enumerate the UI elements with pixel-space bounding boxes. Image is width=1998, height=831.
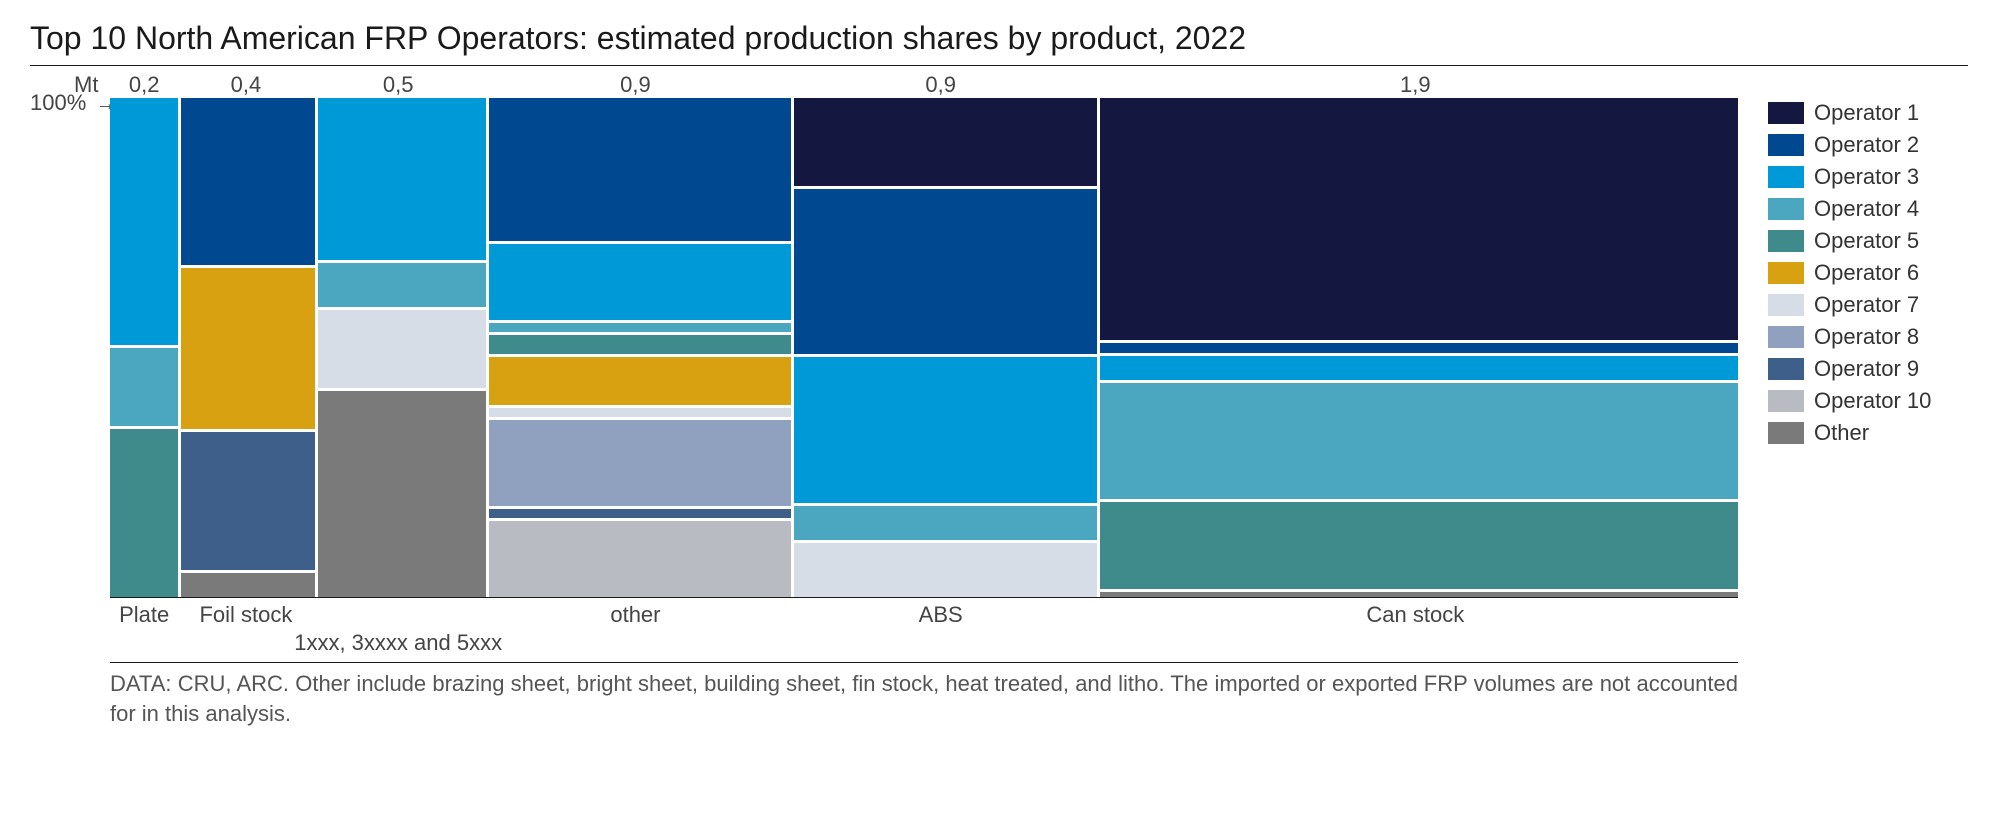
segment bbox=[489, 98, 792, 241]
legend-label: Operator 1 bbox=[1814, 100, 1919, 126]
legend-label: Operator 2 bbox=[1814, 132, 1919, 158]
mt-value: 0,5 bbox=[383, 72, 414, 98]
legend-swatch bbox=[1768, 294, 1804, 316]
chart-area: Mt 0,20,40,50,90,91,9 PlateFoil stock1xx… bbox=[110, 72, 1738, 750]
legend-item: Operator 6 bbox=[1768, 260, 1968, 286]
legend-item: Operator 1 bbox=[1768, 100, 1968, 126]
segment bbox=[110, 98, 178, 345]
legend-label: Operator 7 bbox=[1814, 292, 1919, 318]
column-foilstock bbox=[181, 98, 315, 597]
column-canstock bbox=[1100, 98, 1738, 597]
legend-swatch bbox=[1768, 134, 1804, 156]
segment bbox=[794, 98, 1097, 186]
footnote: DATA: CRU, ARC. Other include brazing sh… bbox=[110, 669, 1738, 728]
x-label: Plate bbox=[119, 602, 169, 628]
legend-label: Operator 8 bbox=[1814, 324, 1919, 350]
legend-item: Operator 4 bbox=[1768, 196, 1968, 222]
segment bbox=[1100, 383, 1738, 499]
segment bbox=[1100, 356, 1738, 380]
segment bbox=[489, 521, 792, 597]
mt-value: 1,9 bbox=[1400, 72, 1431, 98]
segment bbox=[181, 98, 315, 265]
column-other bbox=[489, 98, 792, 597]
segment bbox=[181, 573, 315, 597]
x-label: 1xxx, 3xxxx and 5xxx bbox=[294, 630, 502, 656]
legend-item: Operator 7 bbox=[1768, 292, 1968, 318]
segment bbox=[110, 348, 178, 427]
segment bbox=[318, 263, 486, 307]
x-label: Foil stock bbox=[199, 602, 292, 628]
mt-value: 0,4 bbox=[231, 72, 262, 98]
footer-divider bbox=[110, 662, 1738, 663]
legend-item: Operator 10 bbox=[1768, 388, 1968, 414]
legend-label: Operator 5 bbox=[1814, 228, 1919, 254]
segment bbox=[489, 244, 792, 320]
legend-swatch bbox=[1768, 326, 1804, 348]
x-label: other bbox=[610, 602, 660, 628]
segment bbox=[1100, 343, 1738, 353]
segment bbox=[794, 506, 1097, 540]
segment bbox=[318, 391, 486, 597]
segment bbox=[181, 432, 315, 569]
legend-item: Operator 9 bbox=[1768, 356, 1968, 382]
mt-value: 0,2 bbox=[129, 72, 160, 98]
legend-label: Operator 10 bbox=[1814, 388, 1931, 414]
legend-item: Operator 8 bbox=[1768, 324, 1968, 350]
x-label: Can stock bbox=[1366, 602, 1464, 628]
column-series bbox=[318, 98, 486, 597]
column-abs bbox=[794, 98, 1097, 597]
legend-swatch bbox=[1768, 102, 1804, 124]
mt-row: Mt 0,20,40,50,90,91,9 bbox=[110, 72, 1738, 98]
legend-label: Other bbox=[1814, 420, 1869, 446]
legend-swatch bbox=[1768, 198, 1804, 220]
legend-label: Operator 3 bbox=[1814, 164, 1919, 190]
segment bbox=[318, 310, 486, 388]
segment bbox=[489, 509, 792, 518]
column-plate bbox=[110, 98, 178, 597]
x-axis: Plate Foil stock1xxx, 3xxxx and 5xxx other… bbox=[110, 598, 1738, 662]
segment bbox=[489, 408, 792, 417]
chart-title: Top 10 North American FRP Operators: est… bbox=[30, 20, 1968, 61]
segment bbox=[1100, 98, 1738, 340]
legend-item: Operator 2 bbox=[1768, 132, 1968, 158]
segment bbox=[794, 189, 1097, 355]
legend-swatch bbox=[1768, 390, 1804, 412]
legend-item: Other bbox=[1768, 420, 1968, 446]
segment bbox=[110, 429, 178, 597]
y-axis-label: 100% → bbox=[30, 90, 116, 116]
legend-label: Operator 9 bbox=[1814, 356, 1919, 382]
segment bbox=[1100, 592, 1738, 597]
legend-item: Operator 5 bbox=[1768, 228, 1968, 254]
legend-swatch bbox=[1768, 358, 1804, 380]
mt-prefix: Mt bbox=[74, 72, 98, 98]
mt-value: 0,9 bbox=[925, 72, 956, 98]
segment bbox=[181, 268, 315, 430]
legend-swatch bbox=[1768, 230, 1804, 252]
mt-value: 0,9 bbox=[620, 72, 651, 98]
segment bbox=[318, 98, 486, 260]
x-label: ABS bbox=[919, 602, 963, 628]
chart-wrap: 100% → Mt 0,2 0,4 0,5 0,9 0,9 1,9 Plate Foil s… bbox=[30, 66, 1968, 750]
segment bbox=[1100, 502, 1738, 589]
legend-swatch bbox=[1768, 166, 1804, 188]
segment bbox=[794, 357, 1097, 503]
segment bbox=[794, 543, 1097, 597]
legend-label: Operator 4 bbox=[1814, 196, 1919, 222]
segment bbox=[489, 335, 792, 354]
segment bbox=[489, 357, 792, 405]
marimekko-columns bbox=[110, 98, 1738, 598]
legend: Operator 1 Operator 2 Operator 3 Operator 4… bbox=[1768, 72, 1968, 750]
legend-item: Operator 3 bbox=[1768, 164, 1968, 190]
legend-swatch bbox=[1768, 422, 1804, 444]
legend-swatch bbox=[1768, 262, 1804, 284]
segment bbox=[489, 420, 792, 506]
segment bbox=[489, 323, 792, 332]
legend-label: Operator 6 bbox=[1814, 260, 1919, 286]
